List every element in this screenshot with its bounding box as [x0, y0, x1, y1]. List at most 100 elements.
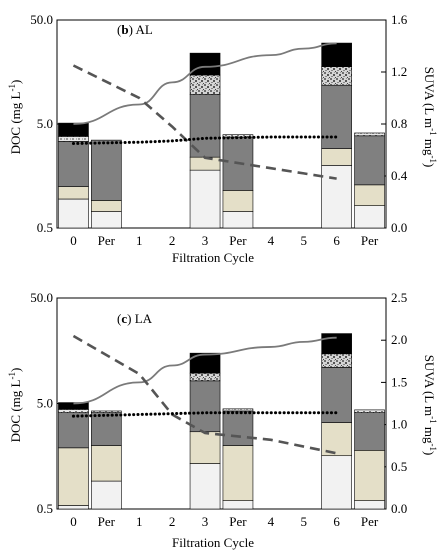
bar-segment-gray [222, 410, 254, 446]
y2-axis-label: SUVA (L m-1 mg-1) [422, 355, 438, 456]
series-line-dashed [72, 64, 337, 180]
x-tick-label: 3 [202, 233, 209, 248]
y-tick-label: 5.0 [37, 116, 53, 131]
bar-segment-speckle [189, 74, 221, 95]
x-tick-label: 1 [136, 233, 143, 248]
x-tick-label: Per [361, 514, 379, 529]
x-tick-label: 2 [169, 514, 176, 529]
y2-tick-label: 0.8 [391, 116, 407, 131]
bar-segment-beige [222, 445, 254, 501]
series-line-dotted [71, 411, 339, 418]
bar-segment-beige [91, 445, 122, 482]
x-tick-label: 1 [136, 514, 143, 529]
bar-segment-gray [354, 135, 385, 186]
bar-segment-gray [58, 412, 89, 449]
x-tick-label: 6 [333, 514, 340, 529]
x-tick-label: 6 [333, 233, 340, 248]
y-tick-label: 0.5 [37, 220, 53, 235]
y2-tick-label: 1.6 [391, 12, 408, 27]
bar-segment-bottom [321, 165, 352, 229]
bar-segment-top [58, 122, 89, 137]
bar-segment-speckle [321, 66, 352, 86]
bar-segment-speckle [321, 353, 352, 368]
x-tick-label: 0 [70, 233, 77, 248]
bar-segment-speckle [222, 408, 254, 412]
x-tick-label: 0 [70, 514, 77, 529]
bar-segment-top [321, 333, 352, 355]
x-axis-label: Filtration Cycle [172, 535, 254, 550]
y2-tick-label: 1.2 [391, 64, 407, 79]
bar-segment-bottom [222, 500, 254, 510]
bar-segment-gray [91, 412, 122, 446]
x-tick-label: 5 [301, 514, 308, 529]
y-tick-label: 5.0 [37, 396, 53, 411]
bar-segment-speckle [354, 132, 385, 137]
y2-axis-label: SUVA (L m-1 mg-1) [422, 67, 438, 168]
y2-tick-label: 0.5 [391, 459, 407, 474]
panel-label: (c) LA [117, 311, 153, 326]
bar-segment-beige [189, 431, 221, 464]
series-line-dashed [72, 334, 337, 455]
y2-tick-label: 1.0 [391, 417, 407, 432]
series-line-solid [73, 336, 337, 405]
y2-tick-label: 2.5 [391, 290, 407, 305]
bar-segment-gray [354, 412, 385, 451]
bar-segment-gray [91, 139, 122, 201]
bar-segment-bottom [91, 480, 122, 510]
y2-tick-label: 0.4 [391, 168, 408, 183]
y-axis-label: DOC (mg L-1) [7, 80, 23, 155]
x-tick-label: Per [361, 233, 379, 248]
y2-tick-label: 2.0 [391, 332, 407, 347]
y-tick-label: 50.0 [30, 290, 53, 305]
x-axis-label: Filtration Cycle [172, 250, 254, 265]
bar-segment-gray [58, 141, 89, 187]
bar-segment-speckle [58, 136, 89, 142]
bar-segment-gray [321, 84, 352, 149]
panel-label: (b) AL [117, 22, 153, 37]
x-tick-label: 5 [301, 233, 308, 248]
series-line-dotted [71, 135, 339, 145]
bar-segment-top [189, 52, 221, 76]
bar-segment-gray [321, 367, 352, 423]
x-tick-label: 4 [268, 233, 275, 248]
y2-tick-label: 0.0 [391, 220, 407, 235]
bar-segment-top [321, 42, 352, 67]
bar-segment-beige [321, 148, 352, 166]
y-tick-label: 50.0 [30, 12, 53, 27]
chart-panel-c: (c) LA DOC (mg L-1) SUVA (L m-1 mg-1) Fi… [7, 290, 438, 550]
bar-segment-bottom [321, 455, 352, 510]
y2-tick-label: 1.5 [391, 374, 407, 389]
bar-segment-beige [222, 190, 254, 212]
x-tick-label: Per [229, 233, 247, 248]
bar-segment-beige [354, 450, 385, 501]
bar-segment-speckle [354, 409, 385, 413]
x-tick-label: 4 [268, 514, 275, 529]
bar-segment-top [189, 352, 221, 374]
bar-segment-bottom [354, 500, 385, 510]
bar-segment-speckle [58, 409, 89, 413]
y-axis-label: DOC (mg L-1) [7, 368, 23, 443]
bar-segment-bottom [189, 169, 221, 229]
bar-segment-bottom [91, 211, 122, 229]
bar-segment-beige [354, 184, 385, 206]
bar-segment-beige [91, 200, 122, 212]
bar-segment-bottom [58, 198, 89, 229]
chart-panel-b: (b) AL DOC (mg L-1) SUVA (L m-1 mg-1) Fi… [7, 12, 438, 265]
bar-segment-gray [189, 380, 221, 433]
x-tick-label: 2 [169, 233, 176, 248]
bar-segment-beige [58, 186, 89, 200]
series-line-solid [73, 42, 337, 125]
x-tick-label: Per [98, 514, 116, 529]
bar-segment-speckle [91, 410, 122, 413]
bar-segment-bottom [189, 463, 221, 510]
bar-segment-bottom [354, 205, 385, 229]
x-tick-label: Per [98, 233, 116, 248]
bar-segment-speckle [189, 372, 221, 382]
x-tick-label: 3 [202, 514, 209, 529]
x-tick-label: Per [229, 514, 247, 529]
bar-segment-bottom [222, 211, 254, 229]
bar-segment-top [58, 402, 89, 410]
y-tick-label: 0.5 [37, 501, 53, 516]
bar-segment-beige [58, 447, 89, 506]
